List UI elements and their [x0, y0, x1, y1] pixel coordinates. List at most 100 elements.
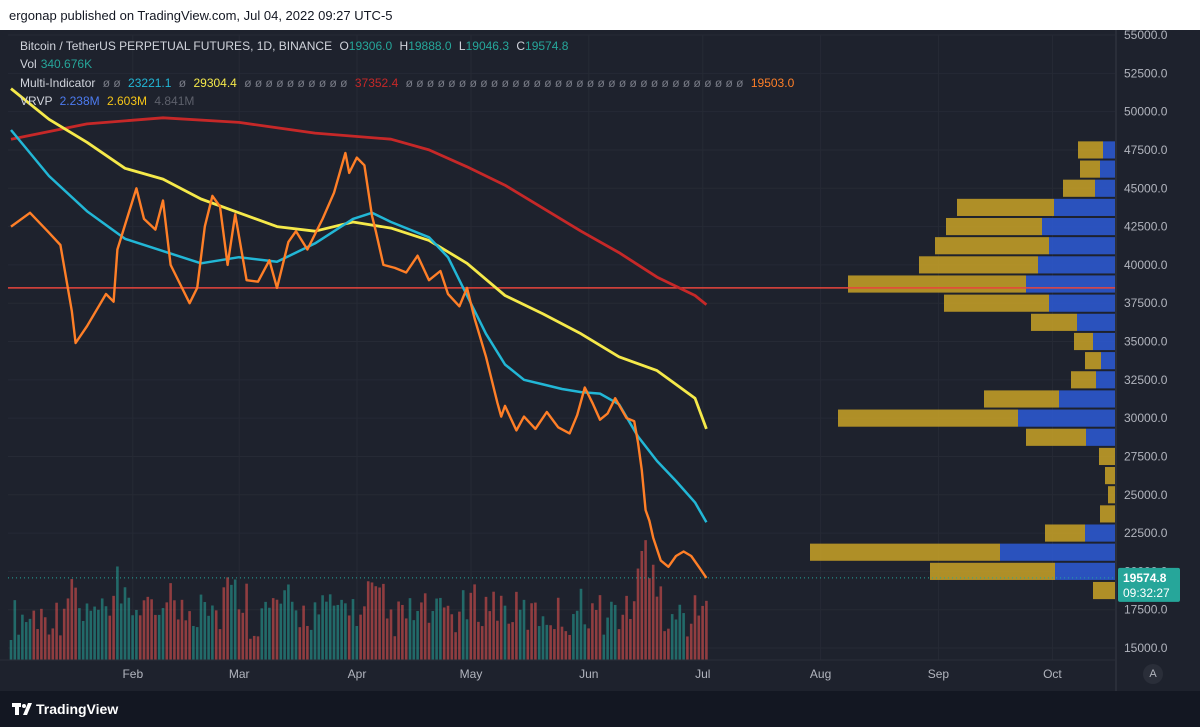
volume-bar [572, 614, 575, 660]
volume-bar [252, 635, 256, 660]
volume-bar [397, 601, 400, 660]
volume-bar [644, 540, 647, 660]
volume-bar [138, 615, 142, 660]
y-tick-label: 47500.0 [1124, 143, 1168, 157]
volume-bar [575, 610, 579, 660]
volume-bar [32, 610, 36, 660]
volume-bar [431, 611, 435, 660]
profile-bar-up [1099, 447, 1115, 466]
volume-bar [321, 595, 324, 660]
y-tick-label: 22500.0 [1124, 526, 1168, 540]
volume-bar [93, 606, 96, 660]
volume-bar [385, 618, 389, 660]
price-axis: 55000.0 52500.0 50000.0 47500.0 45000.0 42500… [1115, 28, 1200, 691]
price-chart[interactable]: 55000.0 52500.0 50000.0 47500.0 45000.0 42500… [0, 28, 1200, 691]
chart-pane[interactable]: 55000.0 52500.0 50000.0 47500.0 45000.0 42500… [0, 28, 1200, 691]
volume-bar [579, 588, 583, 660]
volume-bar [629, 618, 632, 660]
profile-bar-down [1042, 217, 1115, 236]
tradingview-logo-icon [12, 703, 32, 715]
profile-bar-up [957, 198, 1054, 216]
profile-bar-down [1103, 141, 1115, 159]
volume-bar [180, 599, 184, 660]
volume-bar [275, 599, 279, 660]
volume-bar [214, 610, 218, 660]
volume-bar [446, 605, 450, 660]
volume-bar [363, 606, 366, 660]
volume-profile [810, 141, 1115, 600]
volume-bar [237, 609, 241, 660]
y-tick-label: 37500.0 [1124, 296, 1168, 310]
y-tick-label: 42500.0 [1124, 220, 1168, 234]
profile-bar-down [1054, 198, 1115, 216]
profile-bar-up [935, 237, 1049, 255]
volume-bar [116, 566, 119, 660]
volume-bar [420, 602, 423, 660]
volume-bar [55, 602, 58, 660]
profile-bar-down [1095, 179, 1115, 197]
profile-bar-up [1085, 352, 1101, 370]
volume-bar [503, 605, 507, 660]
volume-bar [564, 631, 568, 660]
time-axis: Feb Mar Apr May Jun Jul Aug Sep Oct [0, 659, 1116, 681]
volume-bar [427, 622, 431, 660]
profile-bar-up [946, 217, 1042, 236]
volume-bar [465, 619, 469, 660]
volume-bar [587, 628, 590, 660]
legend-multi-indicator: Multi-Indicator ø ø 23221.1 ø 29304.4 ø … [20, 76, 795, 90]
volume-bar [302, 605, 305, 660]
profile-bar-down [1049, 237, 1115, 255]
y-tick-label: 40000.0 [1124, 258, 1168, 272]
volume-bar [423, 593, 427, 660]
legend-vrvp: VRVP 2.238M 2.603M 4.841M [20, 94, 195, 108]
volume-bar [100, 598, 104, 660]
volume-bar [594, 609, 598, 660]
x-tick-label: Feb [122, 667, 143, 681]
y-tick-label: 30000.0 [1124, 411, 1168, 425]
volume-bar [632, 601, 636, 660]
volume-bar [43, 617, 47, 660]
volume-bar [59, 635, 62, 660]
volume-bar [648, 578, 651, 660]
volume-bar [526, 629, 530, 660]
volume-bar [678, 604, 682, 660]
volume-bar [142, 600, 146, 660]
volume-bar [127, 597, 131, 660]
volume-bar [602, 634, 606, 660]
last-price-value: 19574.8 [1123, 571, 1167, 585]
auto-scale-button[interactable]: A [1143, 664, 1163, 684]
volume-bar [682, 613, 685, 660]
series-ma-mid [10, 87, 708, 430]
volume-bar [439, 597, 442, 660]
volume-bar [9, 640, 13, 660]
profile-bar-up [1080, 160, 1100, 178]
profile-bar-up [1105, 467, 1115, 485]
y-tick-label: 52500.0 [1124, 66, 1168, 80]
volume-bar [211, 605, 214, 660]
volume-bar [268, 607, 271, 660]
volume-bar [184, 620, 188, 660]
volume-bar [378, 587, 381, 660]
volume-bar [97, 609, 100, 660]
volume-bar [499, 595, 503, 660]
symbol-label: Bitcoin / TetherUS PERPETUAL FUTURES, 1D… [20, 39, 333, 53]
volume-bar [207, 615, 210, 660]
volume-bar [85, 603, 89, 660]
volume-bar [169, 583, 172, 660]
volume-bar [123, 587, 127, 660]
volume-bar [458, 611, 461, 660]
volume-bar [412, 620, 416, 660]
volume-bar [511, 622, 514, 660]
series-lines [8, 87, 1115, 579]
volume-bar [112, 595, 115, 660]
x-tick-label: Aug [810, 667, 831, 681]
volume-bar [480, 626, 484, 660]
volume-bar [667, 628, 670, 660]
volume-bar [534, 602, 537, 660]
y-tick-label: 25000.0 [1124, 488, 1168, 502]
volume-bar [290, 601, 294, 660]
x-tick-label: Jul [695, 667, 710, 681]
volume-bars [9, 540, 708, 660]
profile-bar-down [1026, 275, 1115, 293]
profile-bar-down [1100, 160, 1115, 178]
